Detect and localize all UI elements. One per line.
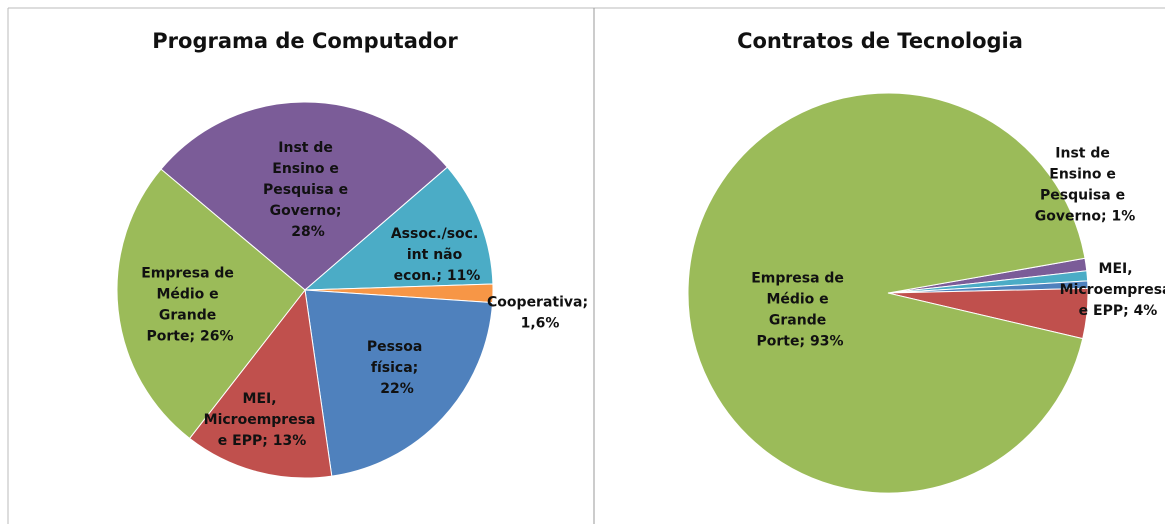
pie-slice (188, 288, 333, 479)
data-label: Inst de Ensino e Pesquisa e Governo; 28% (263, 140, 353, 240)
pie-slice (160, 101, 449, 291)
data-label: Cooperativa; 1,6% (487, 295, 593, 332)
data-label: Inst de Ensino e Pesquisa e Governo; 1% (1035, 146, 1135, 225)
data-label: Empresa de Médio e Grande Porte; 26% (141, 266, 239, 345)
data-label: MEI, Microempresa e EPP; 13% (204, 391, 321, 449)
chart-title: Programa de Computador (152, 29, 458, 53)
data-label: MEI, Microempresa e EPP; 4% (1060, 261, 1165, 319)
chart-title: Contratos de Tecnologia (737, 29, 1023, 53)
pie-slice (687, 92, 1086, 494)
pie-slice (304, 289, 494, 477)
data-label: Pessoa física; 22% (367, 339, 427, 397)
data-label: Assoc./soc. int não econ.; 11% (391, 226, 483, 284)
pie-slice (303, 166, 494, 291)
data-label: Empresa de Médio e Grande Porte; 93% (751, 271, 849, 350)
pie-slice (116, 168, 306, 440)
